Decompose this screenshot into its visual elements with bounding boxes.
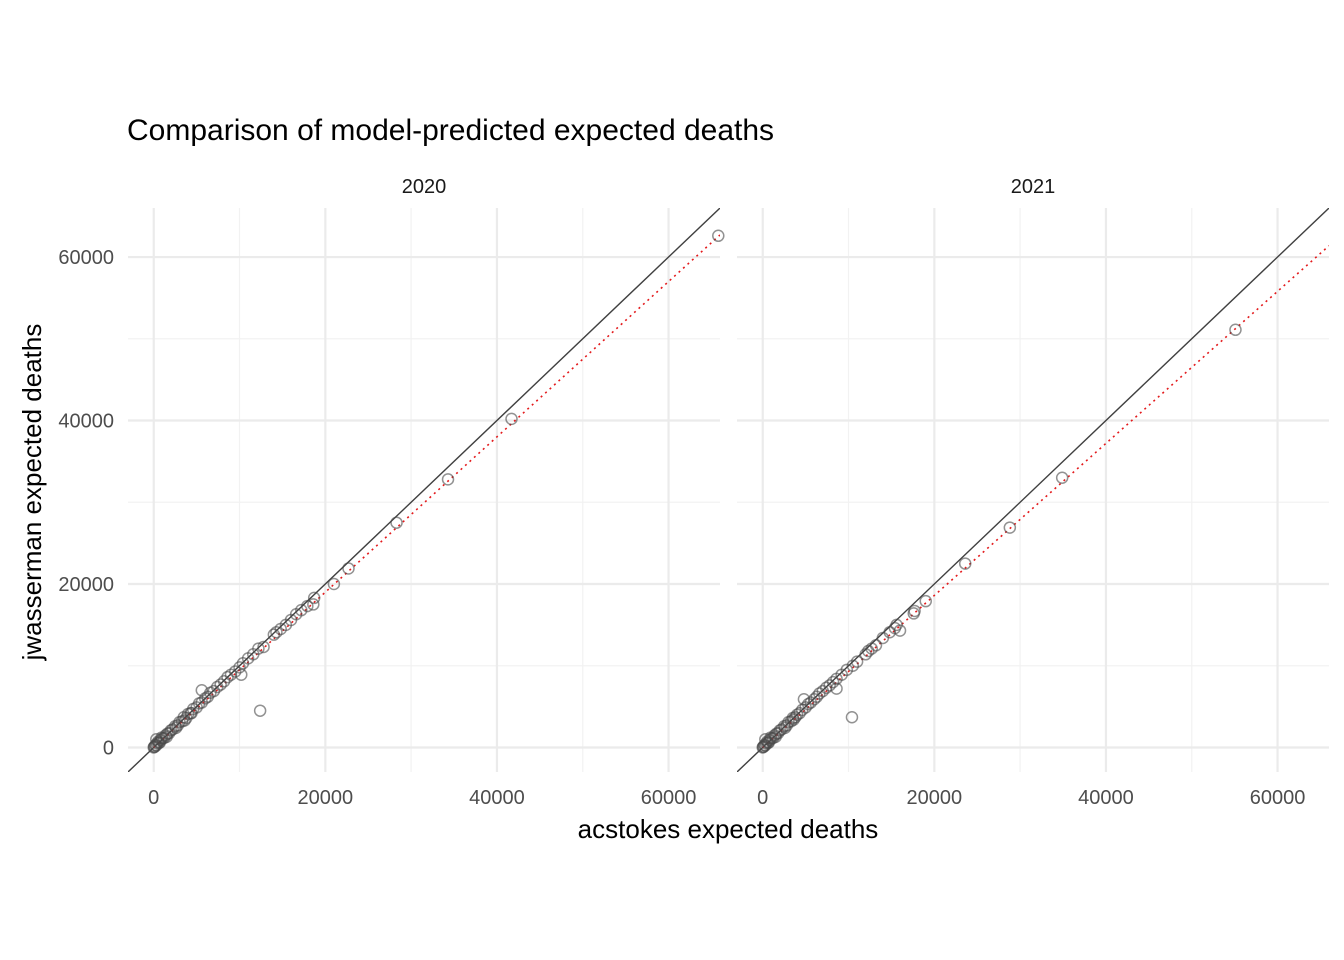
data-point — [893, 624, 907, 637]
data-point — [327, 577, 341, 591]
panel-2021: 2021 0 20000 40000 60000 — [737, 176, 1329, 809]
x-tick-label: 40000 — [469, 787, 525, 809]
data-point — [876, 631, 890, 645]
fit-line — [762, 245, 1329, 749]
x-axis-title: acstokes expected deaths — [578, 814, 879, 844]
data-point — [845, 710, 859, 724]
data-point — [257, 640, 270, 654]
x-tick-label: 60000 — [1250, 787, 1306, 809]
x-tick-label: 0 — [757, 787, 768, 809]
data-point — [178, 714, 191, 727]
data-point — [869, 639, 883, 652]
data-point — [846, 659, 860, 672]
data-point — [823, 679, 836, 692]
data-point — [919, 594, 933, 608]
data-point — [505, 412, 518, 426]
data-point — [850, 655, 864, 668]
data-point — [307, 591, 321, 605]
panel-2020: 2020 0 20000 40000 60000 0 20000 40000 60000 — [58, 176, 725, 809]
data-point — [441, 473, 455, 486]
data-point — [830, 682, 843, 695]
panel-lines — [737, 208, 1329, 772]
data-point — [253, 704, 267, 717]
y-axis-title: jwasserman expected deaths — [17, 324, 47, 662]
data-point — [712, 229, 725, 243]
data-point — [233, 661, 246, 674]
x-tick-label: 40000 — [1078, 787, 1134, 809]
data-point — [301, 599, 314, 613]
data-point — [342, 562, 355, 575]
facet-label: 2020 — [402, 176, 447, 198]
x-tick-label: 60000 — [641, 787, 697, 809]
data-point — [252, 642, 265, 655]
facet-label: 2021 — [1011, 176, 1056, 198]
data-point — [826, 675, 840, 689]
data-point — [235, 668, 248, 681]
data-point — [1003, 521, 1017, 534]
x-tick-label: 0 — [148, 787, 159, 809]
data-point — [958, 557, 972, 570]
data-point — [195, 684, 209, 697]
data-point — [214, 678, 227, 691]
x-tick-label: 20000 — [907, 787, 963, 809]
data-point — [764, 731, 777, 744]
data-point — [908, 604, 921, 618]
data-point — [789, 710, 802, 724]
y-tick-label: 40000 — [58, 411, 114, 433]
data-point — [797, 693, 811, 706]
data-point — [207, 684, 221, 698]
data-point — [1055, 471, 1069, 484]
chart-title: Comparison of model-predicted expected d… — [127, 114, 774, 147]
data-point — [228, 665, 242, 678]
data-point — [390, 516, 403, 529]
data-point — [787, 713, 800, 726]
points — [147, 229, 725, 754]
y-tick-label: 20000 — [58, 574, 114, 596]
x-tick-label: 20000 — [298, 787, 354, 809]
data-point — [759, 733, 772, 746]
data-point — [185, 706, 198, 720]
y-tick-label: 60000 — [58, 247, 114, 269]
data-point — [778, 721, 792, 735]
points — [756, 323, 1242, 754]
data-point — [169, 721, 183, 735]
data-point — [307, 598, 320, 611]
data-point — [155, 731, 168, 744]
y-tick-label: 0 — [103, 737, 114, 759]
data-point — [217, 675, 231, 688]
data-point — [150, 733, 163, 746]
data-point — [1229, 323, 1242, 337]
identity-line — [737, 208, 1329, 772]
